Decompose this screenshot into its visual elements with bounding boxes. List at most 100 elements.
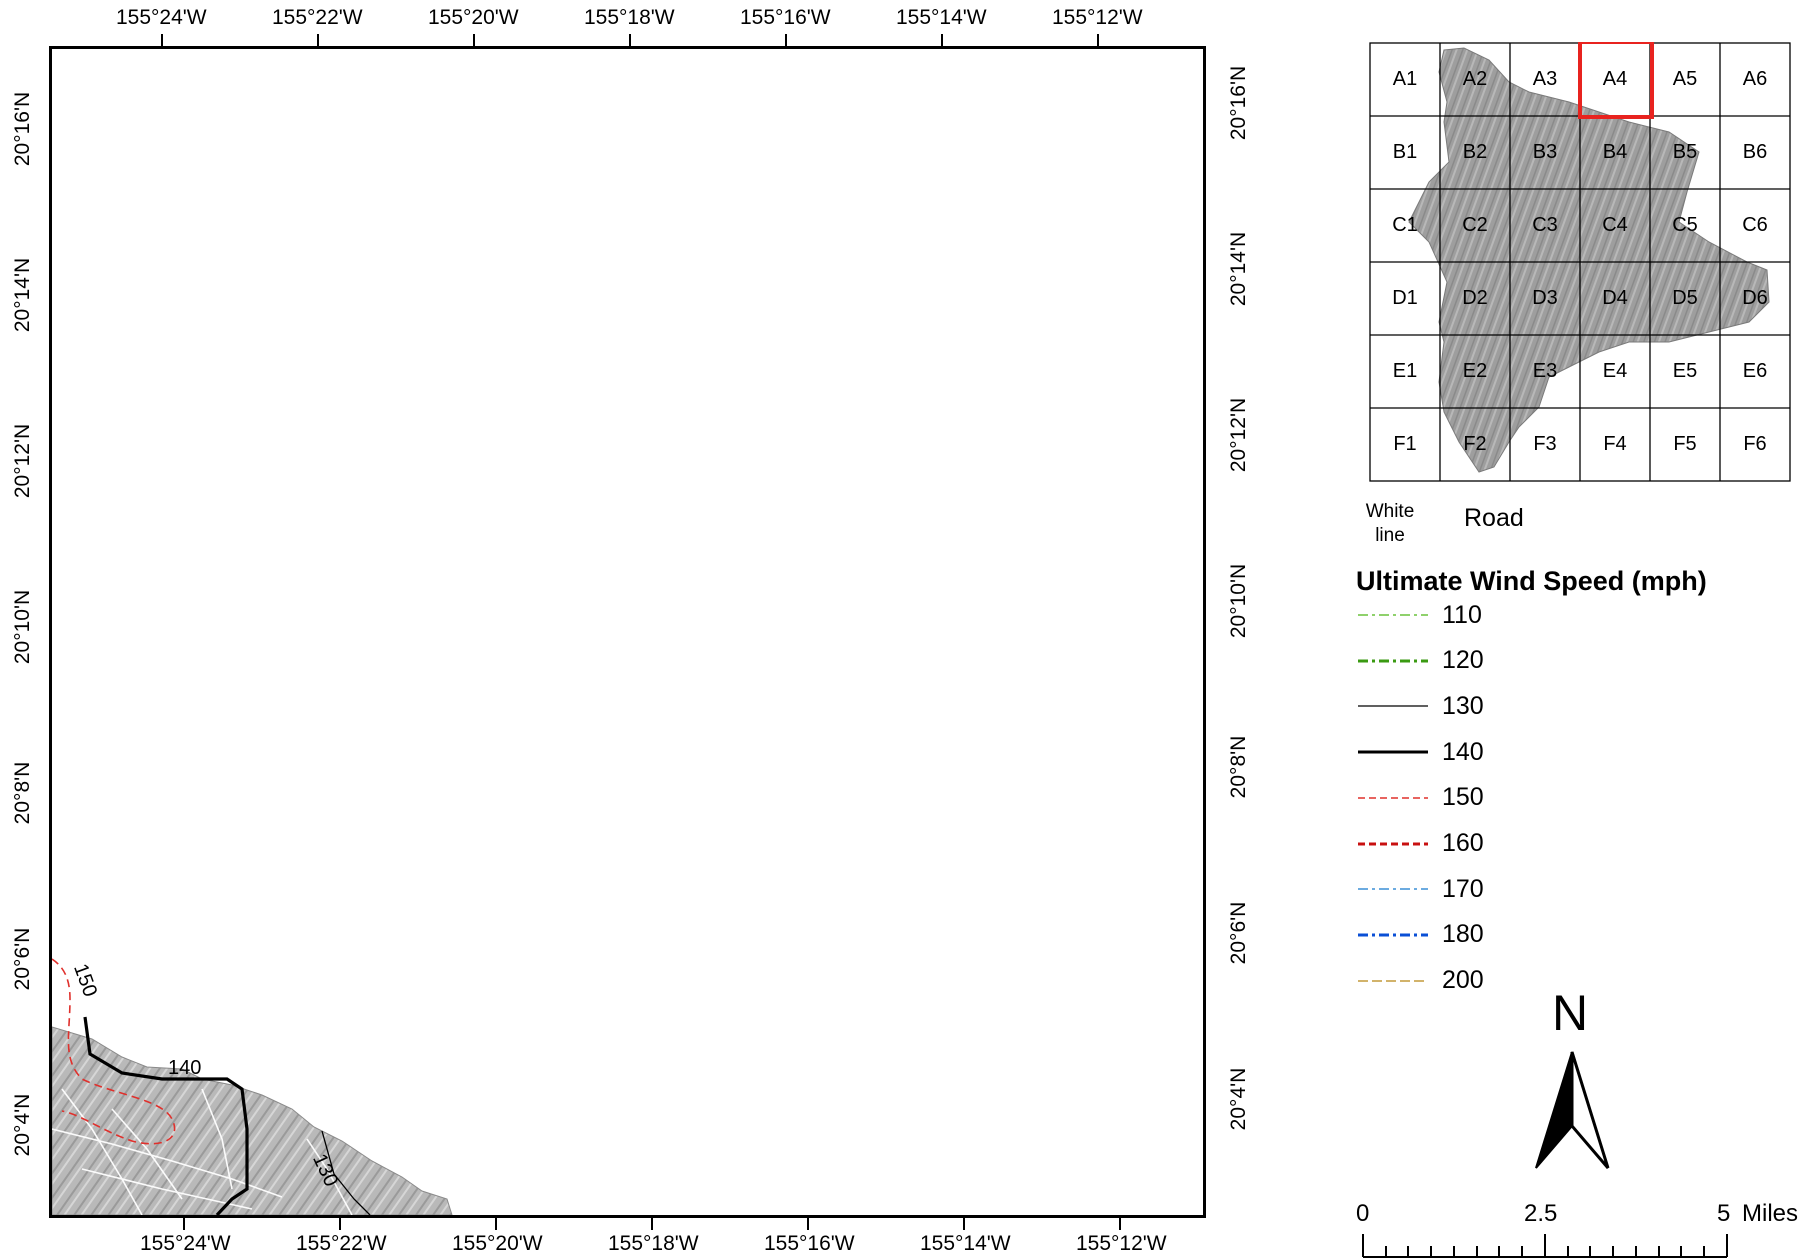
grid-cell-f3: F3 (1533, 433, 1557, 455)
bottom-axis-label: 155°14'W (920, 1232, 1011, 1255)
grid-cell-f1: F1 (1393, 433, 1417, 455)
right-axis-label: 20°14'N (1227, 231, 1250, 307)
grid-cell-a1: A1 (1392, 68, 1418, 90)
wind-legend-item: 130 (1358, 691, 1484, 721)
wind-legend-swatch (1358, 842, 1428, 845)
index-grid-lines (1369, 42, 1791, 482)
wind-legend-label: 180 (1442, 920, 1484, 949)
top-axis-ticks (161, 34, 1099, 46)
grid-cell-e6: E6 (1742, 360, 1768, 382)
grid-cell-e2: E2 (1462, 360, 1488, 382)
grid-cell-c4: C4 (1602, 214, 1628, 236)
wind-legend-item: 200 (1358, 966, 1484, 996)
scale-bar: 0 2.5 5 Miles (1350, 1196, 1810, 1258)
grid-cell-a2: A2 (1462, 68, 1488, 90)
grid-cell-c1: C1 (1392, 214, 1418, 236)
grid-cell-b1: B1 (1392, 141, 1418, 163)
contour-130 (321, 1130, 371, 1215)
contour-140 (83, 1016, 249, 1215)
wind-legend-item: 110 (1358, 600, 1482, 630)
wind-legend-swatch (1358, 797, 1428, 799)
grid-cell-e1: E1 (1392, 360, 1418, 382)
right-axis-label: 20°10'N (1227, 563, 1250, 639)
right-axis-label: 20°6'N (1227, 901, 1250, 965)
map-frame: 150 140 130 (49, 46, 1206, 1218)
grid-cell-e5: E5 (1672, 360, 1698, 382)
grid-cell-b5: B5 (1672, 141, 1698, 163)
grid-cell-a3: A3 (1532, 68, 1558, 90)
bottom-axis-label: 155°12'W (1076, 1232, 1167, 1255)
wind-legend-swatch (1358, 659, 1428, 663)
grid-cell-d4: D4 (1602, 287, 1628, 309)
grid-cell-f2: F2 (1463, 433, 1487, 455)
top-axis-label: 155°16'W (740, 6, 831, 29)
grid-cell-d1: D1 (1392, 287, 1418, 309)
wind-legend-swatch (1358, 614, 1428, 616)
wind-legend-item: 120 (1358, 646, 1484, 676)
land-hillshade (52, 1026, 453, 1215)
grid-cell-a6: A6 (1742, 68, 1768, 90)
grid-cell-b2: B2 (1462, 141, 1488, 163)
right-axis-label: 20°16'N (1227, 65, 1250, 141)
right-axis-label: 20°12'N (1227, 397, 1250, 473)
grid-cell-b6: B6 (1742, 141, 1768, 163)
grid-cell-f6: F6 (1743, 433, 1767, 455)
bottom-axis-label: 155°24'W (140, 1232, 231, 1255)
scale-bar-ruler (1362, 1234, 1728, 1258)
wind-legend-item: 160 (1358, 829, 1484, 859)
grid-cell-b3: B3 (1532, 141, 1558, 163)
grid-cell-d2: D2 (1462, 287, 1488, 309)
grid-cell-a5: A5 (1672, 68, 1698, 90)
scale-label-end: 5 (1717, 1200, 1731, 1227)
wind-legend-swatch (1358, 705, 1428, 708)
contour-150 (52, 958, 176, 1145)
top-axis-label: 155°14'W (896, 6, 987, 29)
grid-cell-d5: D5 (1672, 287, 1698, 309)
top-axis-label: 155°18'W (584, 6, 675, 29)
bottom-axis-label: 155°20'W (452, 1232, 543, 1255)
bottom-axis-label: 155°22'W (296, 1232, 387, 1255)
grid-cell-c5: C5 (1672, 214, 1698, 236)
left-axis-label: 20°16'N (11, 91, 34, 167)
left-axis-label: 20°12'N (11, 423, 34, 499)
roads (52, 1088, 353, 1215)
wind-legend-label: 140 (1442, 737, 1484, 766)
north-letter: N (1552, 985, 1589, 1041)
north-arrow: N (1530, 985, 1610, 1180)
island-silhouette (1408, 47, 1770, 473)
bottom-axis-label: 155°18'W (608, 1232, 699, 1255)
road-label: Road (1464, 504, 1524, 532)
wind-legend-item: 180 (1358, 920, 1484, 950)
wind-legend-item: 140 (1358, 737, 1484, 767)
top-axis-label: 155°20'W (428, 6, 519, 29)
grid-cell-c6: C6 (1742, 214, 1768, 236)
grid-cell-f4: F4 (1603, 433, 1627, 455)
wind-legend-label: 160 (1442, 829, 1484, 857)
grid-cell-d6: D6 (1742, 287, 1768, 309)
index-map: A1 A2 A3 A4 A5 A6 B1 B2 B3 B4 B5 B6 C1 C2 C3 C4 C5 C6 D1 D2… (1369, 42, 1791, 482)
bottom-axis-label: 155°16'W (764, 1232, 855, 1255)
wind-legend-item: 150 (1358, 783, 1484, 813)
wind-legend-label: 200 (1442, 966, 1484, 995)
contour-label-140: 140 (168, 1057, 202, 1079)
top-axis-label: 155°12'W (1052, 6, 1143, 29)
grid-cell-d3: D3 (1532, 287, 1558, 309)
left-axis-label: 20°10'N (11, 589, 34, 665)
grid-cell-e3: E3 (1532, 360, 1558, 382)
wind-legend-label: 120 (1442, 646, 1484, 675)
white-line-label: White line (1365, 501, 1415, 546)
right-axis-label: 20°8'N (1227, 735, 1250, 799)
left-axis-label: 20°8'N (11, 761, 34, 825)
wind-legend-label: 130 (1442, 691, 1484, 720)
scale-label-0: 0 (1356, 1200, 1370, 1227)
grid-cell-c2: C2 (1462, 214, 1488, 236)
grid-cell-f5: F5 (1673, 433, 1697, 455)
north-arrow-icon (1535, 1051, 1610, 1169)
wind-legend-swatch (1358, 750, 1428, 754)
bottom-axis-ticks (183, 1218, 1121, 1230)
wind-legend-swatch (1358, 933, 1428, 937)
wind-legend-label: 170 (1442, 874, 1484, 903)
scale-label-mid: 2.5 (1524, 1200, 1558, 1227)
top-axis-label: 155°24'W (116, 6, 207, 29)
